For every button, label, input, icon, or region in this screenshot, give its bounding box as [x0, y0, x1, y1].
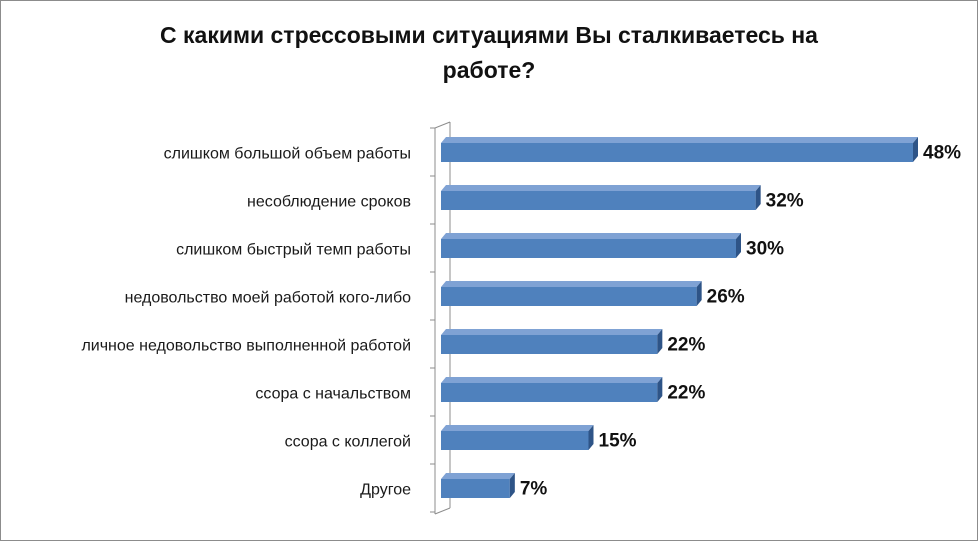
bar: [441, 287, 697, 306]
category-label: ссора с начальством: [255, 386, 411, 403]
bar-side-face: [755, 185, 761, 210]
value-label: 22%: [667, 335, 705, 356]
bar-top-face: [441, 377, 663, 383]
bar: [441, 335, 658, 354]
bar-top-face: [441, 473, 515, 479]
bar-top-face: [441, 233, 741, 239]
value-label: 26%: [707, 287, 745, 308]
category-label: несоблюдение сроков: [247, 194, 411, 211]
category-label: слишком быстрый темп работы: [176, 242, 411, 259]
category-label: слишком большой объем работы: [164, 146, 411, 163]
bar-side-face: [736, 233, 741, 258]
bar-side-face: [509, 473, 515, 498]
bar: [441, 383, 658, 402]
bar-top-face: [441, 137, 918, 143]
value-label: 22%: [667, 383, 705, 404]
bar-side-face: [913, 137, 918, 162]
value-label: 48%: [923, 143, 961, 164]
bar: [441, 143, 913, 162]
y-axis-top-edge: [434, 121, 451, 129]
bar-top-face: [441, 425, 594, 431]
bar: [441, 239, 736, 258]
bar-side-face: [657, 377, 663, 402]
bar: [441, 479, 510, 498]
bar-top-face: [441, 185, 761, 191]
value-label: 30%: [746, 239, 784, 260]
bar: [441, 431, 589, 450]
chart-title: С какими стрессовыми ситуациями Вы сталк…: [0, 18, 978, 88]
bar-side-face: [657, 329, 663, 354]
bar-side-face: [696, 281, 702, 306]
bar-top-face: [441, 329, 663, 335]
value-label: 15%: [599, 431, 637, 452]
category-label: недовольство моей работой кого-либо: [125, 290, 411, 307]
chart-title-line-2: работе?: [442, 57, 536, 83]
y-axis-bottom-edge: [434, 507, 451, 515]
chart-title-line-1: С какими стрессовыми ситуациями Вы сталк…: [160, 22, 818, 48]
category-label: Другое: [360, 482, 411, 499]
bar-side-face: [588, 425, 594, 450]
category-label: личное недовольство выполненной работой: [81, 338, 411, 355]
bar: [441, 191, 756, 210]
value-label: 32%: [766, 191, 804, 212]
category-label: ссора с коллегой: [285, 434, 411, 451]
value-label: 7%: [520, 479, 548, 500]
bar-top-face: [441, 281, 702, 287]
